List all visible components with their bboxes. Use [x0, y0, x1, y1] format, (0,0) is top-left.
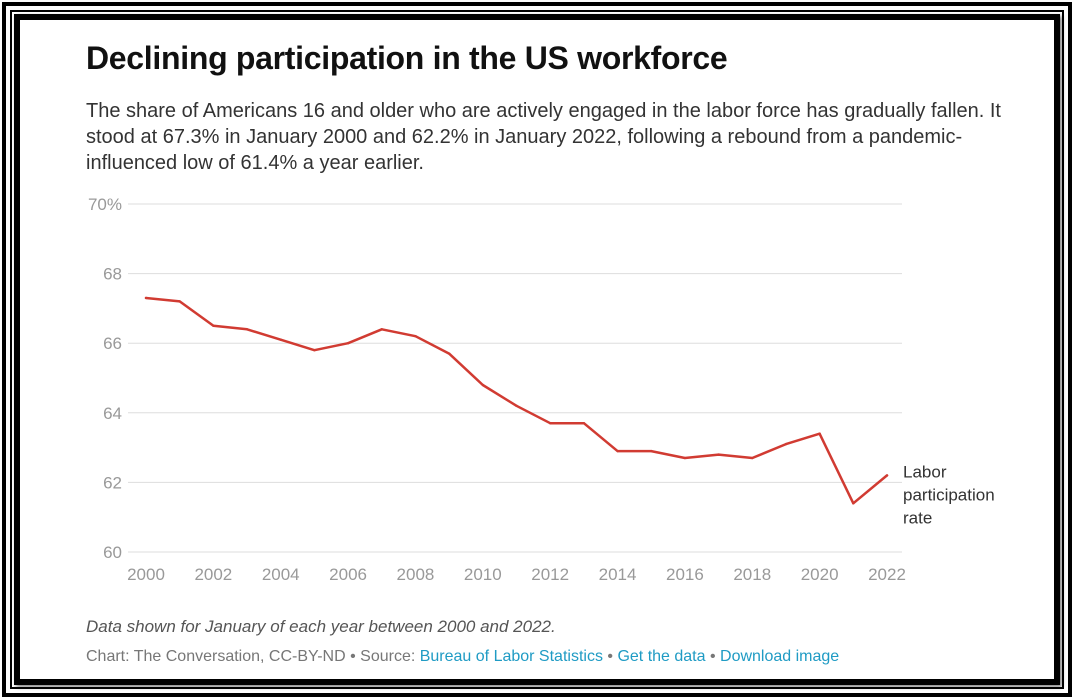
- y-axis-ticks: 60 62 64 66 68 70%: [88, 195, 122, 562]
- y-tick-label: 70%: [88, 195, 122, 214]
- data-point-2012: [548, 422, 552, 425]
- data-point-2005: [313, 348, 316, 352]
- data-point-2022: [885, 474, 889, 477]
- data-point-2021: [852, 502, 855, 505]
- series-label-line: rate: [903, 508, 932, 527]
- data-point-2019: [784, 442, 788, 446]
- data-points: [144, 296, 889, 505]
- data-point-2007: [380, 328, 383, 331]
- source-link[interactable]: Bureau of Labor Statistics: [419, 648, 603, 665]
- data-point-2008: [414, 335, 417, 338]
- data-point-2004: [279, 338, 282, 341]
- x-axis-ticks: 2000 2002 2004 2006 2008 2010 2012 2014 2016 2018…: [127, 565, 906, 584]
- data-point-2016: [683, 456, 687, 460]
- y-tick-label: 64: [103, 404, 122, 423]
- middle-frame: [10, 10, 1064, 689]
- credit-prefix: Chart: The Conversation, CC-BY-ND • Sour…: [86, 648, 420, 665]
- x-tick-label: 2002: [194, 565, 232, 584]
- x-tick-label: 2018: [733, 565, 771, 584]
- series-label-line: participation: [903, 485, 995, 504]
- series-label-line: Labor: [903, 462, 947, 481]
- data-point-2006: [346, 342, 350, 345]
- y-tick-label: 62: [103, 473, 122, 492]
- y-tick-label: 68: [103, 265, 122, 284]
- inner-frame: [14, 14, 1060, 685]
- data-point-2013: [582, 422, 586, 425]
- data-point-2018: [751, 456, 754, 460]
- data-point-2002: [212, 324, 215, 327]
- data-point-2001: [178, 300, 181, 303]
- y-tick-label: 66: [103, 334, 122, 353]
- x-tick-label: 2010: [464, 565, 502, 584]
- download-image-link[interactable]: Download image: [720, 648, 840, 665]
- y-tick-label: 60: [103, 543, 122, 562]
- separator: •: [602, 648, 618, 665]
- chart-subtitle: The share of Americans 16 and older who …: [86, 100, 1001, 174]
- data-point-2003: [245, 328, 249, 331]
- data-note: Data shown for January of each year betw…: [86, 617, 556, 636]
- x-tick-label: 2022: [868, 565, 906, 584]
- data-point-2009: [447, 352, 451, 355]
- x-tick-label: 2006: [329, 565, 367, 584]
- x-tick-label: 2000: [127, 565, 165, 584]
- x-tick-label: 2016: [666, 565, 704, 584]
- separator: •: [705, 648, 721, 665]
- data-point-2011: [515, 404, 518, 408]
- series-line-labor-participation-rate: [144, 296, 889, 505]
- data-point-2017: [717, 453, 720, 456]
- x-tick-label: 2014: [599, 565, 637, 584]
- data-point-2015: [650, 449, 653, 453]
- gridlines: [128, 203, 902, 553]
- data-point-2014: [616, 449, 619, 453]
- credits-line: Chart: The Conversation, CC-BY-ND • Sour…: [86, 648, 839, 666]
- series-label: Labor participation rate: [903, 462, 995, 527]
- data-point-2010: [481, 383, 485, 387]
- x-tick-label: 2004: [262, 565, 300, 584]
- x-tick-label: 2012: [531, 565, 569, 584]
- x-tick-label: 2008: [397, 565, 435, 584]
- x-tick-label: 2020: [801, 565, 839, 584]
- chart-title: Declining participation in the US workfo…: [86, 40, 728, 76]
- get-data-link[interactable]: Get the data: [617, 648, 706, 665]
- data-point-2020: [818, 432, 821, 435]
- data-point-2000: [144, 296, 148, 300]
